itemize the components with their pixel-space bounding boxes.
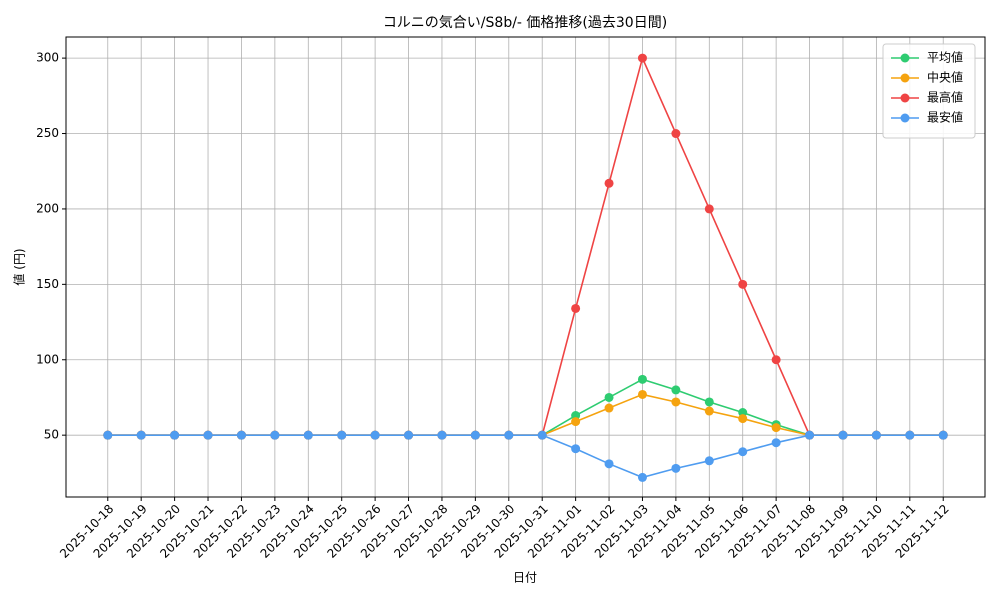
data-point xyxy=(671,129,681,139)
data-point xyxy=(637,472,647,482)
legend-marker xyxy=(900,73,910,83)
data-point xyxy=(738,279,748,289)
y-tick-label: 300 xyxy=(36,51,59,65)
data-point xyxy=(303,430,313,440)
data-point xyxy=(437,430,447,440)
legend-marker xyxy=(900,53,910,63)
data-point xyxy=(704,406,714,416)
data-point xyxy=(704,204,714,214)
data-point xyxy=(236,430,246,440)
data-point xyxy=(604,403,614,413)
plot-frame xyxy=(65,36,986,498)
y-tick-label: 150 xyxy=(36,277,59,291)
series-line xyxy=(107,55,944,436)
data-point xyxy=(203,430,213,440)
legend-label: 平均値 xyxy=(927,50,963,65)
data-point xyxy=(704,397,714,407)
data-point xyxy=(136,430,146,440)
y-tick-label: 200 xyxy=(36,201,59,215)
data-point xyxy=(103,430,113,440)
data-point xyxy=(604,178,614,188)
data-point xyxy=(170,430,180,440)
legend-marker xyxy=(900,113,910,123)
data-point xyxy=(637,374,647,384)
data-point xyxy=(805,430,815,440)
series-line xyxy=(107,434,944,479)
data-point xyxy=(571,303,581,313)
data-point xyxy=(871,430,881,440)
data-point xyxy=(537,430,547,440)
legend-label: 最安値 xyxy=(927,110,963,125)
data-point xyxy=(571,417,581,427)
data-point xyxy=(771,423,781,433)
data-point xyxy=(771,355,781,365)
data-point xyxy=(604,392,614,402)
data-point xyxy=(738,447,748,457)
data-point xyxy=(704,456,714,466)
data-point xyxy=(571,444,581,454)
legend-label: 最高値 xyxy=(927,90,963,105)
y-tick-label: 100 xyxy=(36,352,59,366)
data-point xyxy=(637,53,647,63)
data-point xyxy=(404,430,414,440)
data-point xyxy=(504,430,514,440)
y-axis-label: 値 (円) xyxy=(12,248,27,285)
data-point xyxy=(637,389,647,399)
data-point xyxy=(337,430,347,440)
x-axis-label: 日付 xyxy=(513,571,537,585)
data-point xyxy=(838,430,848,440)
data-point xyxy=(671,397,681,407)
legend-marker xyxy=(900,93,910,103)
y-tick-label: 250 xyxy=(36,126,59,140)
data-point xyxy=(938,430,948,440)
chart-title: コルニの気合い/S8b/- 価格推移(過去30日間) xyxy=(383,15,667,31)
series-line xyxy=(107,378,944,436)
data-point xyxy=(270,430,280,440)
data-point xyxy=(771,438,781,448)
data-point xyxy=(370,430,380,440)
data-point xyxy=(671,463,681,473)
data-point xyxy=(671,385,681,395)
legend-label: 中央値 xyxy=(927,70,963,85)
data-point xyxy=(905,430,915,440)
y-tick-label: 50 xyxy=(44,428,59,442)
data-point xyxy=(604,459,614,469)
series-line xyxy=(107,393,944,436)
data-point xyxy=(738,414,748,424)
data-point xyxy=(470,430,480,440)
